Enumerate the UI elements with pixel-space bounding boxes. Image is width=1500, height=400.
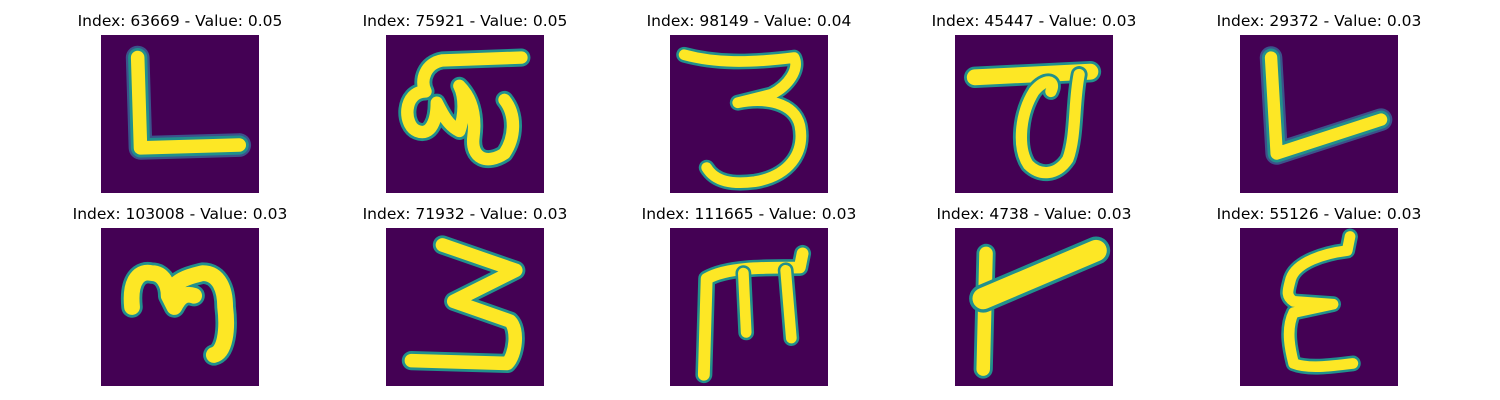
digit-image — [386, 228, 544, 386]
panel-title: Index: 111665 - Value: 0.03 — [641, 205, 857, 223]
digit-image — [386, 35, 544, 193]
panel-title: Index: 29372 - Value: 0.03 — [1216, 12, 1422, 30]
panel-title: Index: 55126 - Value: 0.03 — [1216, 205, 1422, 223]
panel-title: Index: 45447 - Value: 0.03 — [931, 12, 1137, 30]
panel-5: Index: 29372 - Value: 0.03 — [1199, 12, 1439, 193]
digit-image — [1240, 228, 1398, 386]
digit-image — [1240, 35, 1398, 193]
digit-image — [670, 35, 828, 193]
digit-image — [101, 228, 259, 386]
panel-title: Index: 98149 - Value: 0.04 — [646, 12, 852, 30]
panel-title: Index: 103008 - Value: 0.03 — [72, 205, 288, 223]
panel-8: Index: 111665 - Value: 0.03 — [629, 205, 869, 386]
panel-title: Index: 63669 - Value: 0.05 — [77, 12, 283, 30]
digit-image — [955, 228, 1113, 386]
panel-title: Index: 71932 - Value: 0.03 — [362, 205, 568, 223]
panel-2: Index: 75921 - Value: 0.05 — [345, 12, 585, 193]
digit-image — [101, 35, 259, 193]
panel-title: Index: 75921 - Value: 0.05 — [362, 12, 568, 30]
digit-image — [670, 228, 828, 386]
panel-7: Index: 71932 - Value: 0.03 — [345, 205, 585, 386]
panel-1: Index: 63669 - Value: 0.05 — [60, 12, 300, 193]
panel-10: Index: 55126 - Value: 0.03 — [1199, 205, 1439, 386]
panel-title: Index: 4738 - Value: 0.03 — [936, 205, 1132, 223]
panel-4: Index: 45447 - Value: 0.03 — [914, 12, 1154, 193]
panel-3: Index: 98149 - Value: 0.04 — [629, 12, 869, 193]
panel-9: Index: 4738 - Value: 0.03 — [914, 205, 1154, 386]
panel-6: Index: 103008 - Value: 0.03 — [60, 205, 300, 386]
digit-image — [955, 35, 1113, 193]
